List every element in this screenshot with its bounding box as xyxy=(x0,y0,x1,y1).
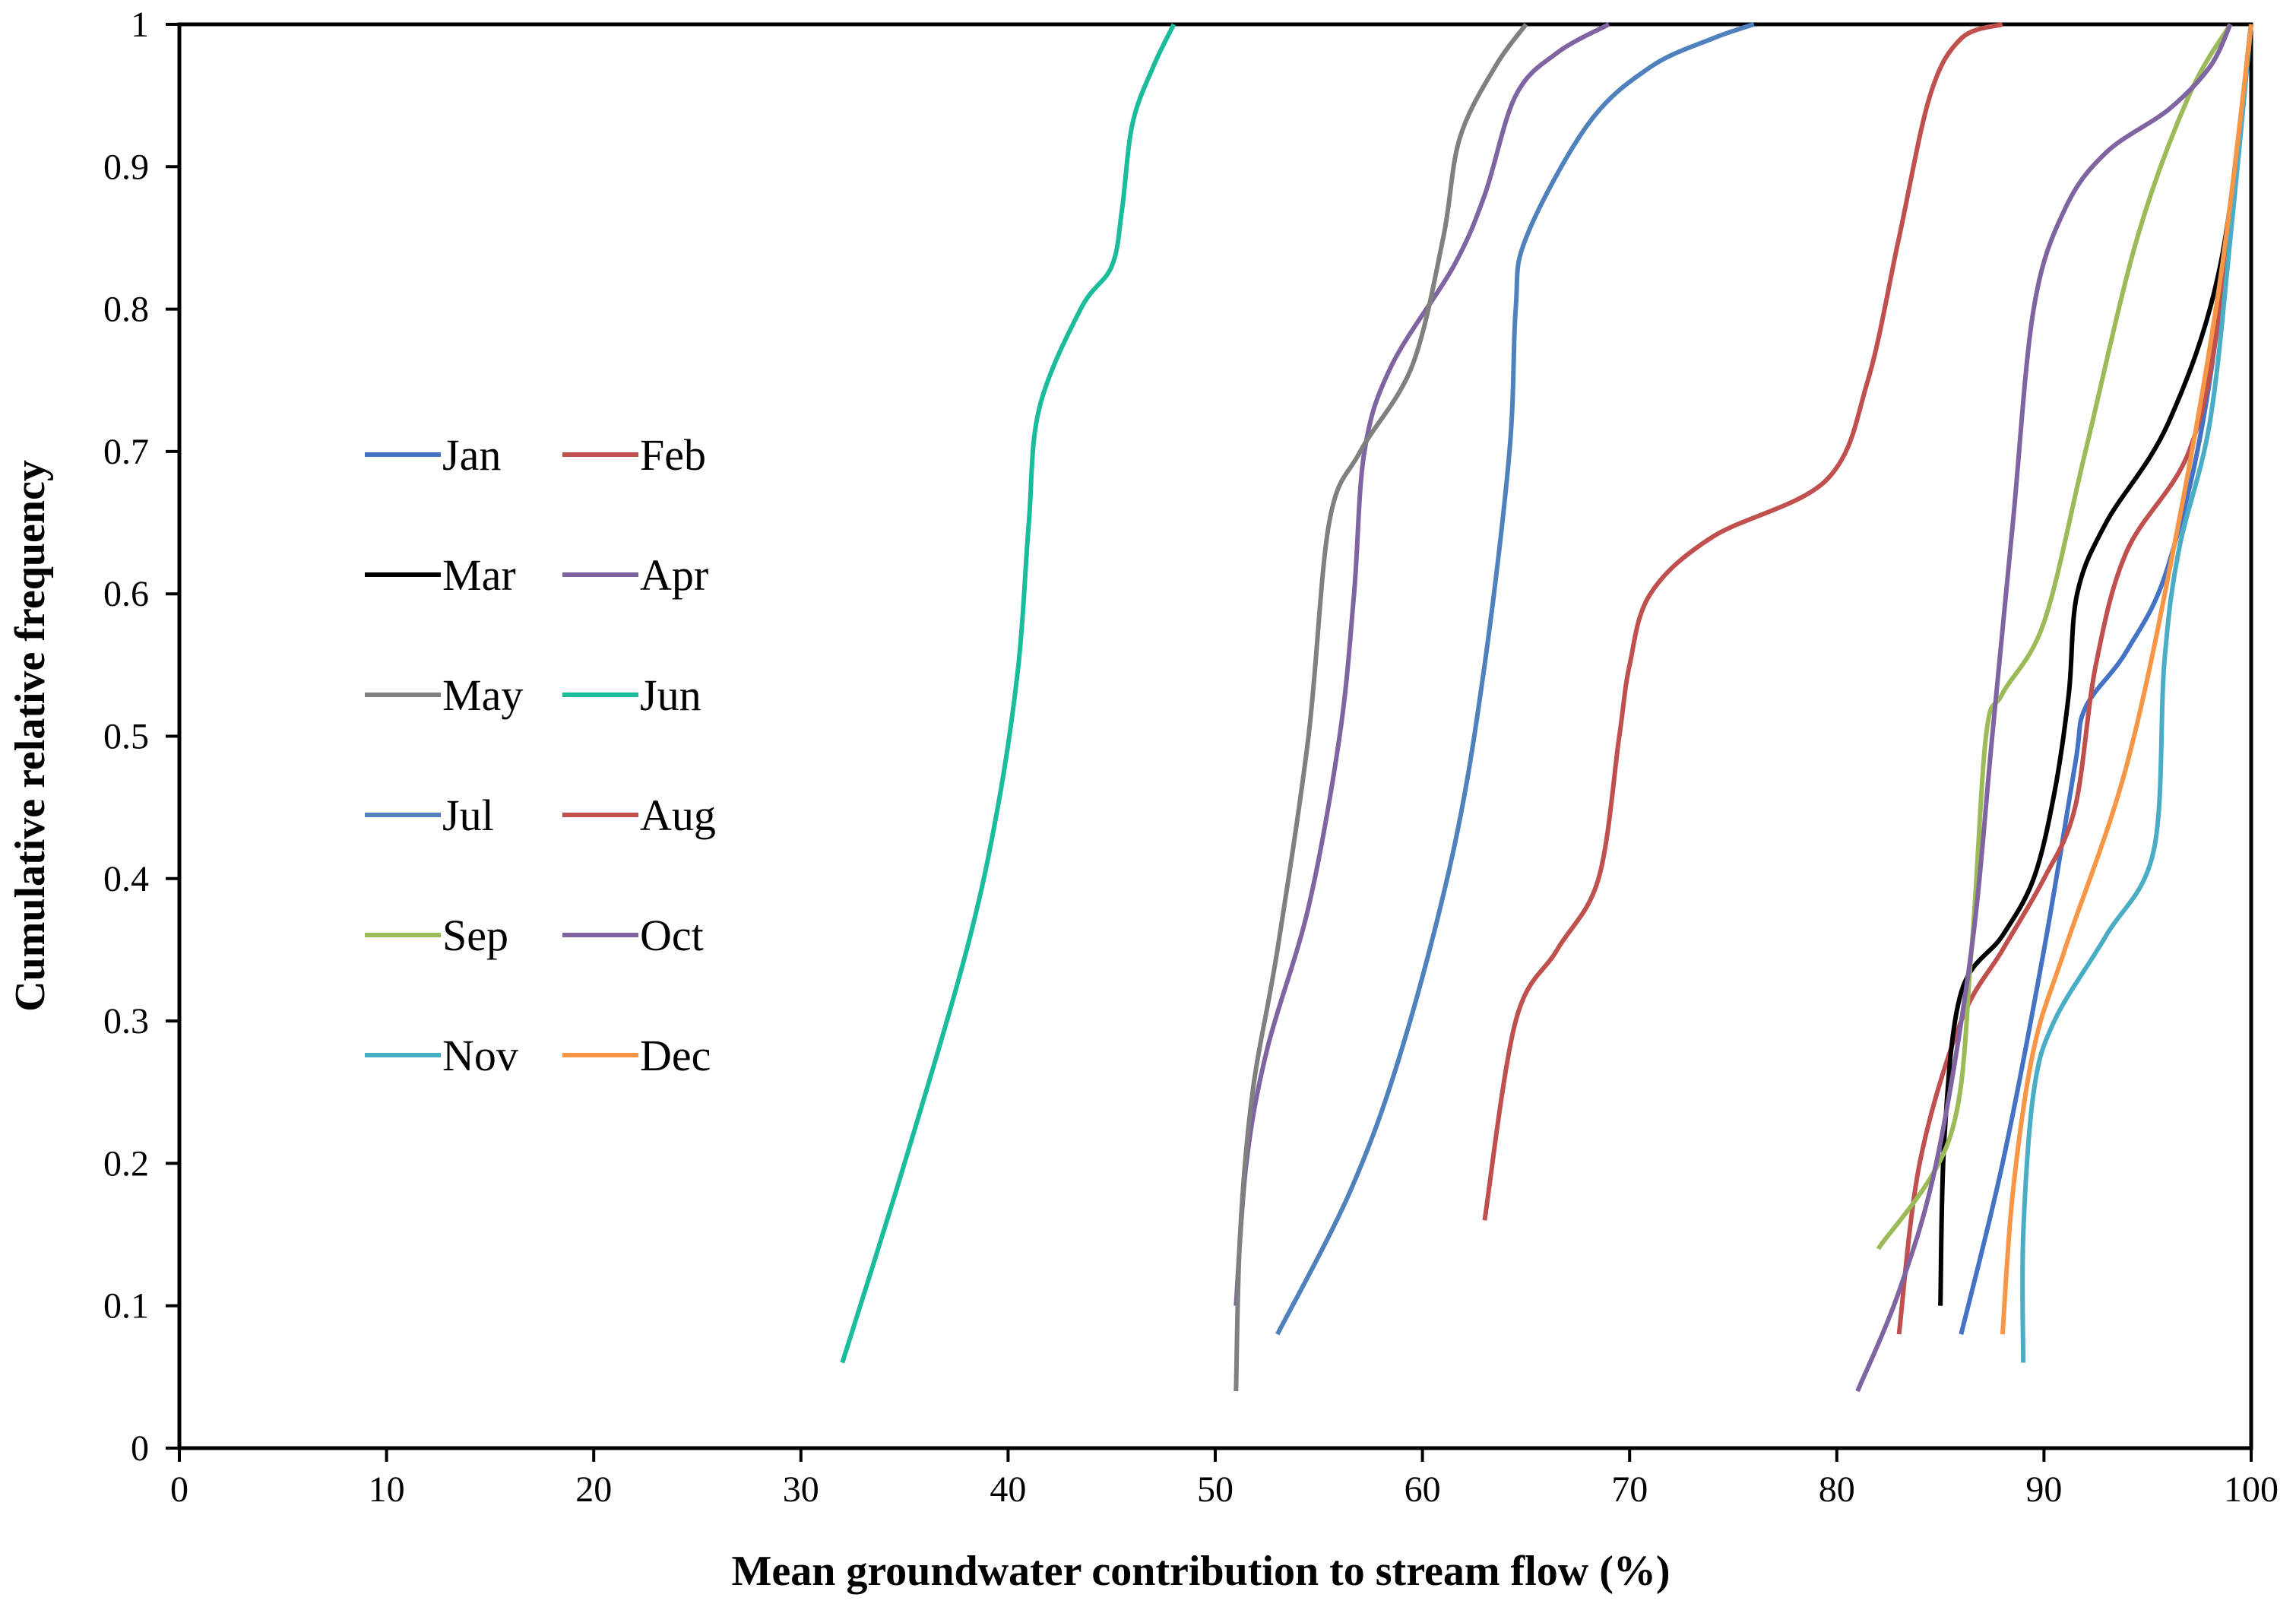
legend-label: Nov xyxy=(442,1031,518,1080)
legend-label: Aug xyxy=(640,791,716,840)
series-line-may xyxy=(1234,23,1528,1392)
x-tick-label: 10 xyxy=(369,1469,405,1510)
x-tick-label: 0 xyxy=(170,1469,188,1510)
legend-label: Dec xyxy=(640,1031,711,1080)
x-tick-label: 90 xyxy=(2025,1469,2062,1510)
legend-label: Jul xyxy=(442,791,494,840)
legend-item-jan: Jan xyxy=(365,430,501,480)
legend-item-aug: Aug xyxy=(562,791,716,840)
x-tick-label: 60 xyxy=(1405,1469,1441,1510)
x-tick-label: 80 xyxy=(1819,1469,1855,1510)
legend-label: Jun xyxy=(640,670,701,720)
legend-item-sep: Sep xyxy=(365,911,508,960)
x-tick-label: 100 xyxy=(2224,1469,2279,1510)
series-line-feb xyxy=(1896,24,2253,1335)
x-tick-label: 20 xyxy=(575,1469,612,1510)
legend: Jan Feb Mar Apr May Jun Jul Aug Sep Oct Nov Dec xyxy=(365,430,716,1080)
y-tick-label: 0.4 xyxy=(103,859,149,899)
legend-item-may: May xyxy=(365,670,523,720)
y-tick-label: 0.5 xyxy=(103,717,149,757)
y-tick-label: 1 xyxy=(131,5,149,45)
series-line-jan xyxy=(1959,24,2253,1335)
x-tick-label: 30 xyxy=(783,1469,819,1510)
x-tick-label: 50 xyxy=(1197,1469,1234,1510)
series-line-oct xyxy=(1855,23,2233,1393)
x-axis-ticks: 0 10 20 30 40 50 60 70 80 90 100 xyxy=(170,1448,2279,1510)
legend-item-dec: Dec xyxy=(562,1031,711,1080)
legend-item-feb: Feb xyxy=(562,430,706,480)
legend-item-mar: Mar xyxy=(365,550,516,600)
series-line-jun xyxy=(840,23,1177,1364)
legend-label: Feb xyxy=(640,430,706,480)
legend-label: Apr xyxy=(640,550,708,600)
series-line-sep xyxy=(1876,23,2233,1250)
legend-label: Sep xyxy=(442,911,508,960)
y-tick-label: 0.6 xyxy=(103,574,149,614)
legend-label: Mar xyxy=(442,550,516,600)
series-line-jul xyxy=(1275,22,1755,1336)
y-axis-title: Cumulative relative frequency xyxy=(7,460,54,1012)
series-line-dec xyxy=(2000,24,2253,1335)
legend-label: May xyxy=(442,670,523,720)
legend-label: Oct xyxy=(640,911,704,960)
series-line-apr xyxy=(1234,22,1610,1306)
legend-item-jul: Jul xyxy=(365,791,494,840)
legend-item-apr: Apr xyxy=(562,550,708,600)
y-tick-label: 0 xyxy=(131,1428,149,1469)
y-tick-label: 0.8 xyxy=(103,290,149,330)
series-line-nov xyxy=(2020,24,2253,1363)
y-tick-label: 0.1 xyxy=(103,1286,149,1326)
x-tick-label: 70 xyxy=(1611,1469,1648,1510)
series-line-aug xyxy=(1482,22,2003,1221)
x-axis-title: Mean groundwater contribution to stream … xyxy=(731,1548,1670,1595)
legend-item-jun: Jun xyxy=(562,670,701,720)
legend-item-oct: Oct xyxy=(562,911,704,960)
series-lines xyxy=(840,22,2253,1393)
y-tick-label: 0.3 xyxy=(103,1001,149,1041)
series-line-mar xyxy=(1938,24,2253,1306)
x-tick-label: 40 xyxy=(990,1469,1026,1510)
y-tick-label: 0.2 xyxy=(103,1143,149,1184)
y-tick-label: 0.7 xyxy=(103,432,149,472)
legend-label: Jan xyxy=(442,430,501,480)
y-tick-label: 0.9 xyxy=(103,147,149,187)
legend-item-nov: Nov xyxy=(365,1031,518,1080)
y-axis-ticks: 0 0.1 0.2 0.3 0.4 0.5 0.6 0.7 0.8 0.9 1 xyxy=(103,5,179,1469)
